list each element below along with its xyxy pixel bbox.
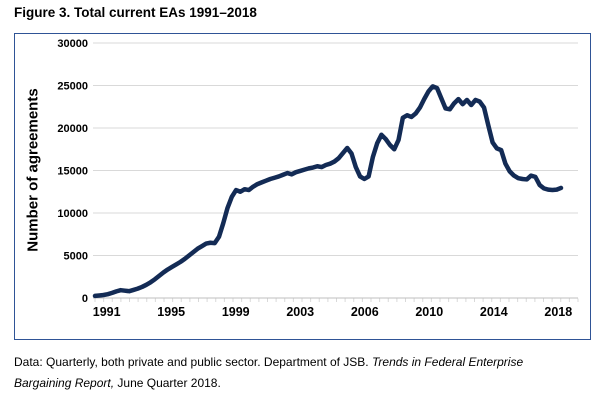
- x-tick-label: 2003: [286, 305, 314, 319]
- chart-frame: [14, 33, 591, 340]
- y-tick-label: 20000: [57, 123, 88, 135]
- caption-text-normal-1: Data: Quarterly, both private and public…: [14, 355, 372, 369]
- caption-text-italic-1: Trends in Federal Enterprise: [371, 355, 524, 369]
- x-tick-label: 1995: [157, 305, 185, 319]
- y-tick-label: 10000: [57, 208, 88, 220]
- caption-text-normal-2: June Quarter 2018.: [114, 376, 221, 390]
- y-tick-label: 25000: [57, 81, 88, 93]
- figure-title: Figure 3. Total current EAs 1991–2018: [14, 5, 257, 20]
- y-tick-label: 30000: [57, 38, 88, 50]
- y-tick-label: 5000: [64, 251, 88, 263]
- x-tick-label: 2006: [351, 305, 379, 319]
- y-tick-label: 0: [82, 293, 88, 305]
- y-tick-label: 15000: [57, 166, 88, 178]
- x-tick-label: 1999: [222, 305, 250, 319]
- x-tick-label: 2018: [544, 305, 572, 319]
- y-axis-title: Number of agreements: [24, 88, 42, 252]
- x-tick-label: 1991: [93, 305, 121, 319]
- data-line-total-current-eas: [92, 84, 564, 299]
- caption-text-italic-2: Bargaining Report,: [14, 376, 115, 390]
- source-caption: Data: Quarterly, both private and public…: [14, 352, 592, 394]
- x-tick-label: 2010: [415, 305, 443, 319]
- x-tick-label: 2014: [480, 305, 508, 319]
